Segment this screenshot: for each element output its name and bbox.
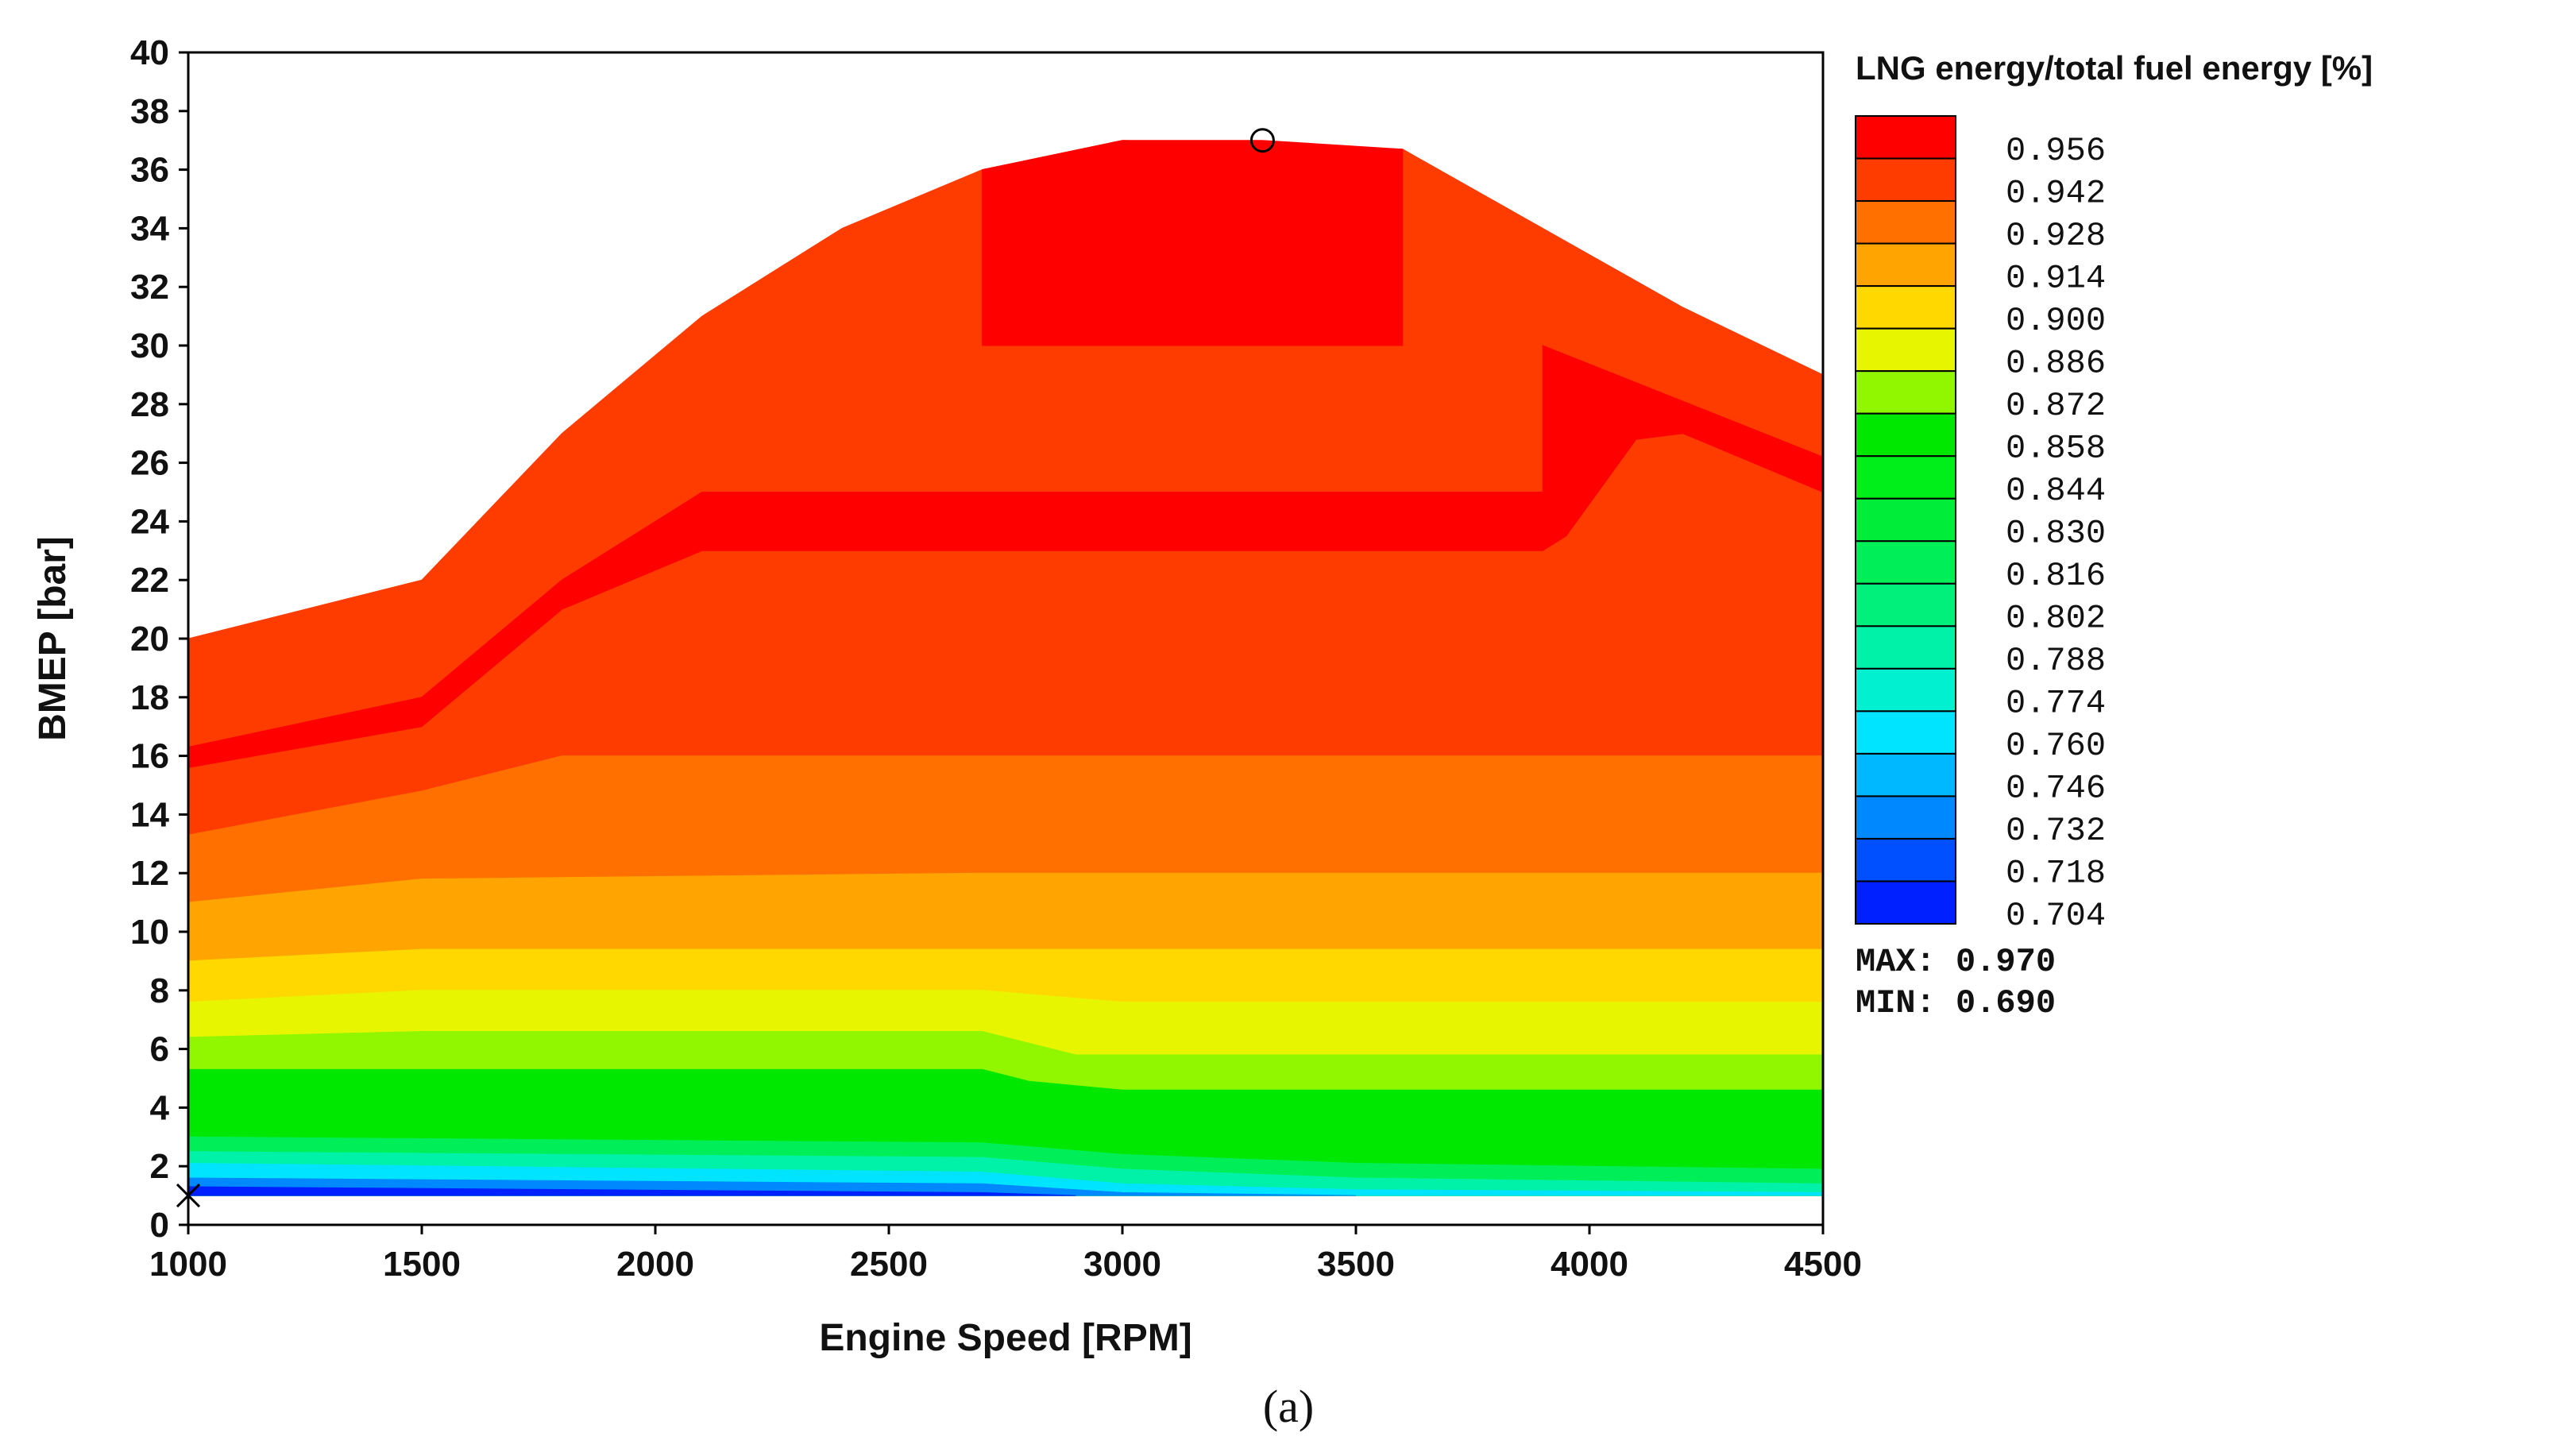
- y-tick-label: 28: [130, 385, 169, 424]
- colorbar-level-label: 0.900: [2006, 302, 2106, 340]
- colorbar-level-label: 0.886: [2006, 344, 2106, 382]
- colorbar-swatch: [1855, 667, 1956, 713]
- y-tick-label: 26: [130, 444, 169, 483]
- y-tick-label: 6: [150, 1030, 169, 1069]
- y-tick-label: 8: [150, 971, 169, 1010]
- colorbar-legend: LNG energy/total fuel energy [%] 0.9560.…: [1855, 49, 2373, 1022]
- colorbar-level-label: 0.732: [2006, 812, 2106, 850]
- y-tick-label: 34: [130, 209, 169, 248]
- y-tick-label: 22: [130, 561, 169, 600]
- colorbar-max-label: MAX: 0.970: [1856, 943, 2056, 981]
- colorbar-labels: 0.956 0.942 0.928 0.914 0.900 0.886 0.872 0.858…: [2006, 132, 2106, 935]
- colorbar-swatch: [1855, 327, 1956, 373]
- y-tick-label: 36: [130, 151, 169, 190]
- x-axis: 1000 1500 2000 2500 3000 3500 4000 4500: [149, 1225, 1862, 1284]
- extreme-markers: [176, 128, 1275, 1208]
- y-tick-label: 10: [130, 913, 169, 952]
- colorbar-swatch: [1855, 795, 1956, 840]
- colorbar-swatch: [1855, 115, 1956, 160]
- y-tick-label: 16: [130, 737, 169, 776]
- colorbar-swatch: [1855, 285, 1956, 330]
- colorbar-swatch: [1855, 625, 1956, 670]
- colorbar-swatch: [1855, 455, 1956, 500]
- y-tick-label: 0: [150, 1206, 169, 1245]
- colorbar-title: LNG energy/total fuel energy [%]: [1856, 49, 2373, 87]
- colorbar-swatch: [1855, 242, 1956, 288]
- colorbar-swatch: [1855, 540, 1956, 585]
- y-tick-label: 24: [130, 502, 169, 541]
- x-tick-label: 2500: [850, 1245, 928, 1284]
- y-tick-label: 32: [130, 268, 169, 307]
- y-tick-label: 20: [130, 620, 169, 658]
- colorbar-level-label: 0.956: [2006, 132, 2106, 170]
- y-tick-label: 18: [130, 678, 169, 717]
- colorbar-swatch: [1855, 412, 1956, 458]
- y-tick-label: 38: [130, 92, 169, 131]
- colorbar-swatch: [1855, 837, 1956, 882]
- colorbar-level-label: 0.928: [2006, 217, 2106, 255]
- colorbar-level-label: 0.942: [2006, 174, 2106, 212]
- colorbar-level-label: 0.914: [2006, 259, 2106, 297]
- colorbar-swatch: [1855, 752, 1956, 798]
- colorbar-level-label: 0.816: [2006, 557, 2106, 595]
- colorbar-swatch: [1855, 200, 1956, 245]
- x-axis-title: Engine Speed [RPM]: [819, 1317, 1191, 1359]
- colorbar-swatches: [1855, 115, 1956, 925]
- colorbar-level-label: 0.844: [2006, 472, 2106, 510]
- min-point-marker: [176, 1184, 201, 1208]
- x-tick-label: 4000: [1551, 1245, 1628, 1284]
- x-tick-label: 1000: [149, 1245, 227, 1284]
- colorbar-swatch: [1855, 370, 1956, 415]
- colorbar-level-label: 0.802: [2006, 600, 2106, 638]
- colorbar-level-label: 0.718: [2006, 855, 2106, 893]
- colorbar-level-label: 0.830: [2006, 515, 2106, 553]
- colorbar-level-label: 0.872: [2006, 387, 2106, 425]
- figure-caption: (a): [1263, 1381, 1314, 1432]
- x-tick-label: 4500: [1784, 1245, 1862, 1284]
- colorbar-swatch: [1855, 710, 1956, 755]
- colorbar-min-label: MIN: 0.690: [1856, 984, 2056, 1022]
- colorbar-level-label: 0.774: [2006, 685, 2106, 723]
- colorbar-level-label: 0.858: [2006, 429, 2106, 467]
- y-tick-label: 2: [150, 1147, 169, 1186]
- colorbar-swatch: [1855, 880, 1956, 925]
- x-tick-label: 3500: [1317, 1245, 1395, 1284]
- y-tick-label: 14: [130, 795, 169, 834]
- y-tick-label: 12: [130, 854, 169, 893]
- colorbar-level-label: 0.788: [2006, 642, 2106, 680]
- x-tick-label: 3000: [1083, 1245, 1161, 1284]
- colorbar-level-label: 0.760: [2006, 727, 2106, 765]
- contour-region-2: [188, 345, 1823, 768]
- colorbar-swatch: [1855, 497, 1956, 543]
- x-tick-label: 2000: [616, 1245, 694, 1284]
- colorbar-level-label: 0.746: [2006, 770, 2106, 808]
- contour-regions: [188, 140, 1823, 1196]
- contour-region-1: [982, 140, 1404, 346]
- y-tick-label: 40: [130, 33, 169, 72]
- max-point-marker: [1249, 128, 1275, 153]
- y-axis-title: BMEP [bar]: [32, 536, 74, 741]
- colorbar-swatch: [1855, 582, 1956, 628]
- y-tick-label: 4: [150, 1088, 170, 1127]
- contour-region-13: [188, 1186, 1076, 1196]
- colorbar-swatch: [1855, 157, 1956, 203]
- x-tick-label: 1500: [383, 1245, 461, 1284]
- colorbar-level-label: 0.704: [2006, 897, 2106, 935]
- y-tick-label: 30: [130, 326, 169, 365]
